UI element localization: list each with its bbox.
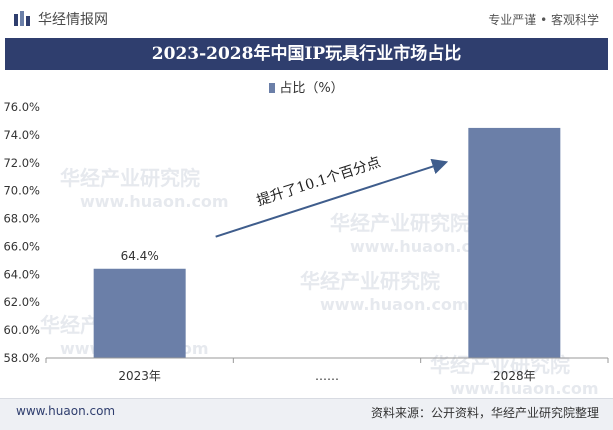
y-tick-label: 64.0% <box>3 267 40 281</box>
y-tick-label: 70.0% <box>3 184 40 198</box>
x-tick-label: …… <box>315 369 339 383</box>
y-axis: 58.0% 60.0% 62.0% 64.0% 66.0% 68.0% 70.0% 72.0%… <box>3 100 40 365</box>
y-tick-label: 58.0% <box>3 351 40 365</box>
data-label: 64.4% <box>121 249 159 263</box>
bar <box>93 268 186 358</box>
watermark-url: www.huaon.com <box>320 295 469 314</box>
legend: 占比（%） <box>0 77 613 96</box>
x-tick-label: 2028年 <box>493 369 536 383</box>
watermark-text: 华经产业研究院 <box>300 269 440 293</box>
watermark-text: 华经产业研究院 <box>330 211 470 235</box>
brand-name: 华经情报网 <box>38 12 108 28</box>
watermark-url: www.huaon.com <box>350 237 499 256</box>
legend-label: 占比（%） <box>279 81 344 96</box>
footer-source: 资料来源：公开资料，华经产业研究院整理 <box>370 406 599 420</box>
chart-title: 2023-2028年中国IP玩具行业市场占比 <box>5 38 608 70</box>
brand-logo-icon <box>14 11 30 26</box>
y-tick-label: 62.0% <box>3 295 40 309</box>
footer-website: www.huaon.com <box>16 404 116 418</box>
x-tick-label: 2023年 <box>118 369 161 383</box>
chart-canvas: 华经产业研究院 www.huaon.com 华经产业研究院 www.huaon.com… <box>3 100 609 398</box>
top-bar: 华经情报网 专业严谨 • 客观科学 <box>0 0 613 36</box>
y-tick-label: 72.0% <box>3 156 40 170</box>
increase-arrow <box>215 158 449 238</box>
y-tick-label: 60.0% <box>3 323 40 337</box>
footer: www.huaon.com 资料来源：公开资料，华经产业研究院整理 <box>0 398 613 430</box>
watermark-text: 华经产业研究院 <box>60 166 200 190</box>
y-tick-label: 76.0% <box>3 100 40 114</box>
legend-swatch <box>269 83 276 93</box>
watermark-url: www.huaon.com <box>450 379 599 398</box>
x-axis: 2023年 …… 2028年 <box>45 357 609 383</box>
tagline: 专业严谨 • 客观科学 <box>488 13 599 27</box>
brand: 华经情报网 <box>14 9 108 29</box>
bar <box>468 127 561 359</box>
y-tick-label: 66.0% <box>3 239 40 253</box>
annotation-label: 提升了10.1个百分点 <box>255 154 383 209</box>
y-tick-label: 68.0% <box>3 212 40 226</box>
bars: 64.4% <box>93 127 561 359</box>
watermark-url: www.huaon.com <box>80 192 229 211</box>
y-tick-label: 74.0% <box>3 128 40 142</box>
